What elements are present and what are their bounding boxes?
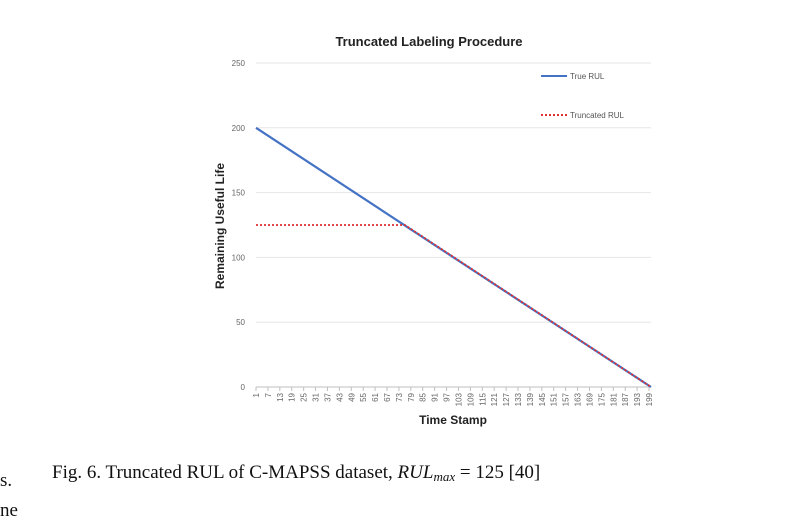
x-tick-145: 145 xyxy=(538,392,547,406)
x-tick-151: 151 xyxy=(550,392,559,406)
x-tick-91: 91 xyxy=(431,392,440,401)
caption-math-sub: max xyxy=(433,469,456,484)
x-tick-193: 193 xyxy=(633,392,642,406)
x-tick-163: 163 xyxy=(574,392,583,406)
x-tick-13: 13 xyxy=(276,392,285,401)
x-tick-37: 37 xyxy=(323,392,332,401)
y-tick-100: 100 xyxy=(232,253,246,262)
x-tick-55: 55 xyxy=(359,392,368,401)
x-tick-labels: 1 7 13 19 25 31 37 43 49 55 61 67 73 79 85 91 97 103 109 11… xyxy=(252,387,654,406)
left-text-fragment-top: s. xyxy=(0,470,13,491)
x-tick-115: 115 xyxy=(478,392,487,405)
x-tick-43: 43 xyxy=(335,392,344,401)
x-tick-139: 139 xyxy=(526,392,535,406)
x-tick-133: 133 xyxy=(514,392,523,406)
caption-text: Fig. 6. Truncated RUL of C-MAPSS dataset… xyxy=(52,462,398,483)
y-tick-200: 200 xyxy=(232,124,246,133)
x-tick-19: 19 xyxy=(288,392,297,401)
x-tick-121: 121 xyxy=(490,392,499,406)
caption-math-var: RUL xyxy=(397,462,434,483)
y-tick-0: 0 xyxy=(241,383,246,392)
x-tick-109: 109 xyxy=(466,392,475,406)
x-tick-187: 187 xyxy=(621,392,630,406)
figure-caption: Fig. 6. Truncated RUL of C-MAPSS dataset… xyxy=(52,462,540,485)
y-tick-labels: 0 50 100 150 200 250 xyxy=(232,59,246,392)
x-tick-73: 73 xyxy=(395,392,404,401)
x-tick-199: 199 xyxy=(645,392,654,406)
x-tick-85: 85 xyxy=(419,392,428,401)
left-text-fragment-bottom: ne xyxy=(0,500,18,521)
series-line-truncated-rul xyxy=(256,224,652,388)
x-tick-61: 61 xyxy=(371,392,380,401)
x-tick-157: 157 xyxy=(562,392,571,406)
x-tick-169: 169 xyxy=(585,392,594,406)
y-tick-150: 150 xyxy=(232,189,246,198)
x-tick-7: 7 xyxy=(264,392,273,397)
series-lines xyxy=(255,126,652,388)
chart-title: Truncated Labeling Procedure xyxy=(335,34,522,49)
x-tick-1: 1 xyxy=(252,392,261,397)
x-tick-97: 97 xyxy=(443,392,452,401)
x-tick-181: 181 xyxy=(609,392,618,406)
y-axis-label: Remaining Useful Life xyxy=(213,163,227,289)
y-tick-50: 50 xyxy=(236,318,245,327)
x-tick-31: 31 xyxy=(312,392,321,401)
x-tick-79: 79 xyxy=(407,392,416,401)
x-tick-103: 103 xyxy=(454,392,463,406)
legend-label-true-rul: True RUL xyxy=(570,72,605,81)
x-tick-49: 49 xyxy=(347,392,356,401)
x-tick-127: 127 xyxy=(502,392,511,406)
legend: True RUL Truncated RUL xyxy=(541,72,625,120)
x-tick-67: 67 xyxy=(383,392,392,401)
x-tick-25: 25 xyxy=(300,392,309,401)
x-tick-175: 175 xyxy=(597,392,606,406)
x-axis-label: Time Stamp xyxy=(419,413,487,427)
legend-label-truncated-rul: Truncated RUL xyxy=(570,111,625,120)
caption-math-rest: = 125 [40] xyxy=(455,462,541,483)
y-tick-250: 250 xyxy=(232,59,246,68)
rul-chart: Truncated Labeling Procedure 0 50 100 150 20… xyxy=(213,34,654,427)
